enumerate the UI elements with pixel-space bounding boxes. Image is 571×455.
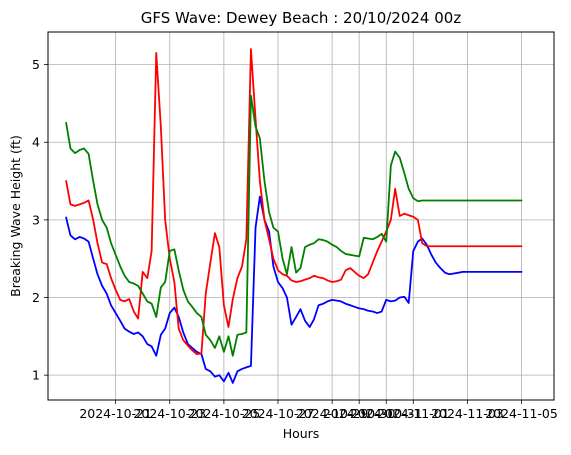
grid <box>48 32 554 400</box>
x-tick-label: 2024-11-05 <box>485 406 558 421</box>
y-tick-label: 5 <box>32 57 40 72</box>
ticks: 2024-10-212024-10-232024-10-252024-10-27… <box>32 57 558 421</box>
x-tick-label: 2024-10-29 <box>296 406 369 421</box>
x-axis-label: Hours <box>283 426 320 441</box>
x-tick-label: 2024-10-21 <box>79 406 152 421</box>
x-tick-label: 2024-10-30 <box>323 406 396 421</box>
plot-frame <box>47 31 555 401</box>
series-line-2 <box>65 48 523 356</box>
series-line-3 <box>65 94 523 357</box>
y-tick-label: 1 <box>32 368 40 383</box>
y-tick-label: 2 <box>32 290 40 305</box>
x-tick-label: 2024-10-25 <box>188 406 261 421</box>
x-tick-label: 2024-10-31 <box>350 406 423 421</box>
series-layer <box>65 48 523 384</box>
x-tick-label: 2024-11-03 <box>431 406 504 421</box>
y-tick-label: 3 <box>32 212 40 227</box>
x-tick-label: 2024-10-27 <box>242 406 315 421</box>
chart-title: GFS Wave: Dewey Beach : 20/10/2024 00z <box>141 9 462 27</box>
y-axis-label: Breaking Wave Height (ft) <box>8 135 23 297</box>
y-tick-label: 4 <box>32 135 40 150</box>
x-tick-label: 2024-11-01 <box>377 406 450 421</box>
series-line-1 <box>65 195 523 384</box>
x-tick-label: 2024-10-23 <box>133 406 206 421</box>
